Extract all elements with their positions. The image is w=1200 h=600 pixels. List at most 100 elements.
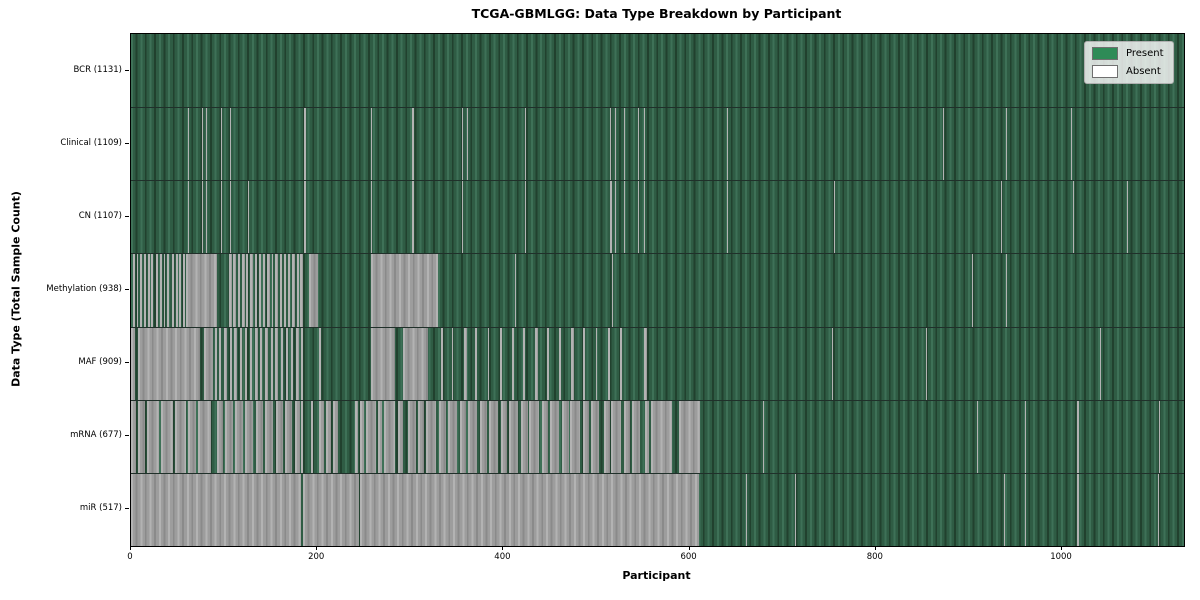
absent-run bbox=[1006, 254, 1008, 327]
y-tick-label-CN: CN (1107) bbox=[78, 210, 122, 221]
absent-swatch bbox=[1092, 65, 1118, 78]
row-Methylation bbox=[131, 253, 1184, 327]
present-swatch bbox=[1092, 47, 1118, 60]
absent-run bbox=[971, 254, 973, 327]
absent-run bbox=[426, 400, 437, 473]
absent-run bbox=[611, 400, 621, 473]
absent-run bbox=[398, 400, 403, 473]
absent-run bbox=[746, 473, 748, 546]
absent-run bbox=[644, 400, 649, 473]
x-tick-mark bbox=[688, 546, 690, 550]
y-tick-label-miR: miR (517) bbox=[79, 503, 122, 514]
absent-run bbox=[229, 108, 231, 181]
absent-run bbox=[488, 400, 498, 473]
absent-run bbox=[132, 254, 135, 327]
absent-run bbox=[1071, 108, 1073, 181]
absent-run bbox=[310, 400, 314, 473]
absent-run bbox=[167, 254, 170, 327]
absent-run bbox=[360, 400, 364, 473]
absent-run bbox=[258, 254, 262, 327]
absent-run bbox=[1076, 400, 1079, 473]
absent-run bbox=[726, 108, 728, 181]
absent-run bbox=[325, 400, 332, 473]
absent-run bbox=[225, 400, 234, 473]
absent-run bbox=[412, 108, 415, 181]
row-BCR bbox=[131, 34, 1184, 108]
absent-run bbox=[644, 108, 645, 181]
absent-run bbox=[201, 108, 203, 181]
absent-run bbox=[244, 327, 248, 400]
absent-run bbox=[187, 400, 197, 473]
absent-run bbox=[303, 473, 360, 546]
absent-run bbox=[603, 400, 610, 473]
absent-run bbox=[549, 400, 560, 473]
absent-run bbox=[187, 108, 189, 181]
legend-item-absent: Absent bbox=[1092, 65, 1164, 78]
row-MAF bbox=[131, 326, 1184, 400]
y-tick-label-MAF: MAF (909) bbox=[78, 357, 122, 368]
absent-run bbox=[623, 181, 625, 254]
absent-run bbox=[623, 108, 625, 181]
absent-run bbox=[292, 254, 295, 327]
absent-run bbox=[156, 254, 158, 327]
absent-run bbox=[926, 327, 928, 400]
absent-run bbox=[319, 327, 321, 400]
absent-run bbox=[280, 327, 283, 400]
absent-run bbox=[221, 108, 223, 181]
absent-run bbox=[763, 400, 765, 473]
absent-run bbox=[151, 254, 154, 327]
row-Clinical bbox=[131, 107, 1184, 181]
absent-run bbox=[371, 254, 439, 327]
absent-run bbox=[833, 181, 835, 254]
absent-run bbox=[265, 327, 268, 400]
absent-run bbox=[229, 327, 232, 400]
row-mRNA bbox=[131, 399, 1184, 473]
absent-run bbox=[254, 327, 258, 400]
absent-run bbox=[246, 254, 249, 327]
absent-run bbox=[214, 327, 217, 400]
absent-run bbox=[1076, 473, 1079, 546]
absent-run bbox=[607, 327, 611, 400]
absent-run bbox=[417, 400, 425, 473]
absent-run bbox=[234, 327, 238, 400]
x-tick-mark bbox=[502, 546, 504, 550]
absent-run bbox=[140, 254, 143, 327]
legend-label-present: Present bbox=[1126, 48, 1164, 59]
absent-run bbox=[146, 400, 159, 473]
absent-run bbox=[355, 400, 359, 473]
absent-run bbox=[270, 327, 273, 400]
absent-run bbox=[547, 327, 550, 400]
absent-run bbox=[360, 473, 699, 546]
absent-run bbox=[562, 400, 569, 473]
absent-run bbox=[407, 400, 416, 473]
absent-run bbox=[216, 400, 224, 473]
row-CN bbox=[131, 180, 1184, 254]
absent-run bbox=[235, 400, 243, 473]
absent-run bbox=[509, 400, 519, 473]
legend: Present Absent bbox=[1084, 41, 1174, 84]
absent-run bbox=[144, 254, 146, 327]
absent-run bbox=[136, 254, 139, 327]
absent-run bbox=[524, 108, 526, 181]
absent-run bbox=[201, 181, 203, 254]
absent-run bbox=[500, 400, 508, 473]
absent-run bbox=[612, 254, 614, 327]
absent-run bbox=[266, 254, 270, 327]
absent-run bbox=[1158, 400, 1160, 473]
absent-run bbox=[464, 327, 468, 400]
legend-label-absent: Absent bbox=[1126, 66, 1161, 77]
x-tick-label-1000: 1000 bbox=[1050, 552, 1072, 562]
absent-run bbox=[241, 254, 245, 327]
absent-run bbox=[468, 400, 478, 473]
rows bbox=[131, 34, 1184, 546]
absent-run bbox=[977, 400, 979, 473]
absent-run bbox=[203, 327, 213, 400]
plot-area bbox=[130, 33, 1185, 547]
absent-run bbox=[159, 254, 162, 327]
absent-run bbox=[185, 254, 217, 327]
absent-run bbox=[319, 400, 324, 473]
y-tick-labels: BCR (1131) Clinical (1109) CN (1107) Methyl… bbox=[0, 33, 122, 545]
absent-run bbox=[529, 400, 539, 473]
x-tick-mark bbox=[130, 546, 131, 550]
absent-run bbox=[638, 181, 640, 254]
